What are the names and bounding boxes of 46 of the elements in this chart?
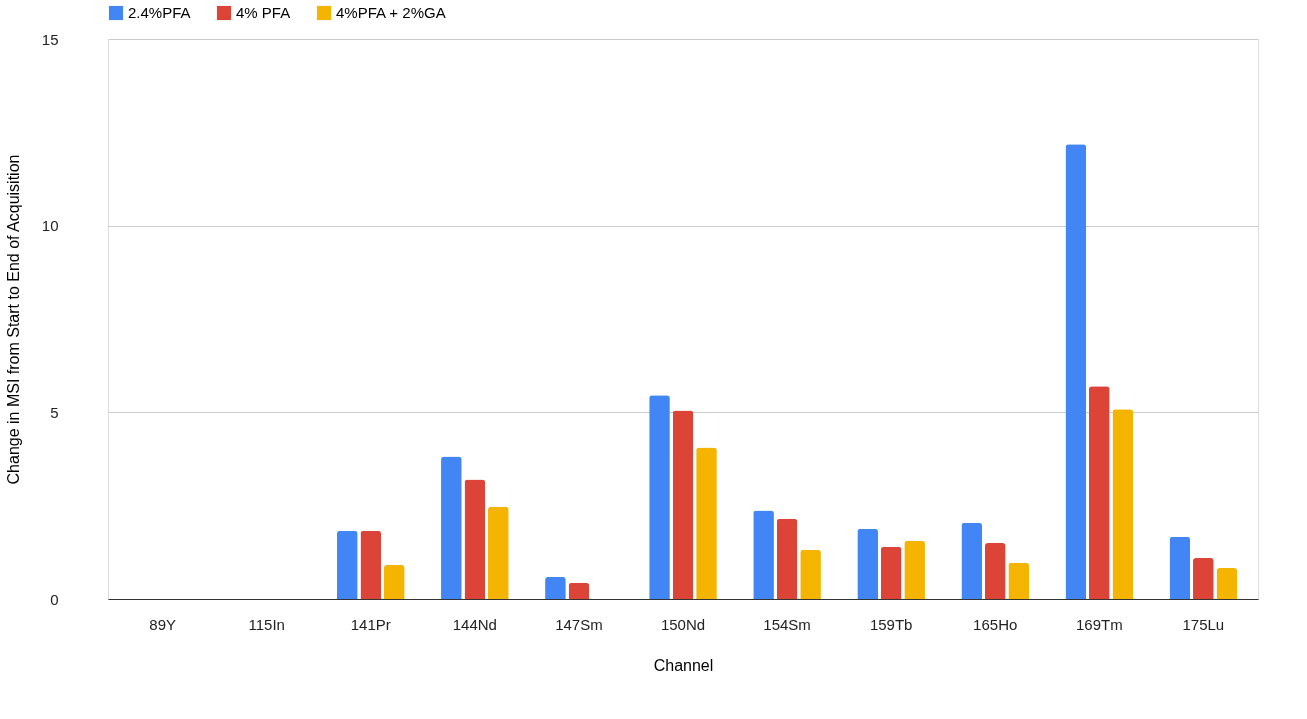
bar xyxy=(488,506,509,599)
x-tick-label: 89Y xyxy=(149,615,176,633)
x-tick-label: 154Sm xyxy=(763,615,811,633)
x-axis-title: Channel xyxy=(653,656,714,674)
x-tick-label: 144Nd xyxy=(452,615,497,633)
bar xyxy=(464,479,486,599)
x-tick-label: 147Sm xyxy=(555,615,603,633)
legend-label: 4%PFA + 2%GA xyxy=(336,4,446,21)
y-tick-label: 0 xyxy=(50,590,59,608)
bar xyxy=(1065,144,1087,599)
bar xyxy=(880,546,902,599)
bar xyxy=(336,530,358,599)
y-tick-label: 5 xyxy=(50,403,59,421)
bar xyxy=(961,522,983,599)
bar xyxy=(568,582,590,599)
bar xyxy=(800,549,821,599)
bar xyxy=(984,543,1006,599)
y-tick-label: 10 xyxy=(41,217,59,235)
legend-label: 4% PFA xyxy=(236,4,291,21)
bar xyxy=(1088,386,1110,599)
bar xyxy=(1008,562,1030,599)
y-axis-title: Change in MSI from Start to End of Acquisition xyxy=(4,154,22,485)
x-tick-label: 115In xyxy=(248,615,285,633)
y-tick-label: 15 xyxy=(41,30,59,48)
bar xyxy=(1169,536,1191,599)
bar xyxy=(441,456,462,599)
x-tick-label: 159Tb xyxy=(869,615,913,633)
x-tick-label: 165Ho xyxy=(973,615,1018,633)
legend-label: 2.4%PFA xyxy=(128,4,191,21)
bar xyxy=(545,576,566,599)
x-tick-label: 175Lu xyxy=(1182,615,1225,633)
x-tick-label: 150Nd xyxy=(660,615,706,633)
bar xyxy=(904,540,925,599)
bar xyxy=(696,447,717,599)
bar xyxy=(360,530,382,599)
bar xyxy=(857,528,878,599)
x-tick-label: 169Tm xyxy=(1075,615,1123,633)
bar xyxy=(1193,557,1214,599)
bar xyxy=(753,510,774,599)
bar xyxy=(776,518,798,599)
bar xyxy=(1216,568,1238,599)
bar xyxy=(649,395,670,599)
bar xyxy=(383,565,405,599)
x-tick-label: 141Pr xyxy=(350,615,391,633)
bar xyxy=(672,410,694,599)
bar xyxy=(1112,409,1134,599)
